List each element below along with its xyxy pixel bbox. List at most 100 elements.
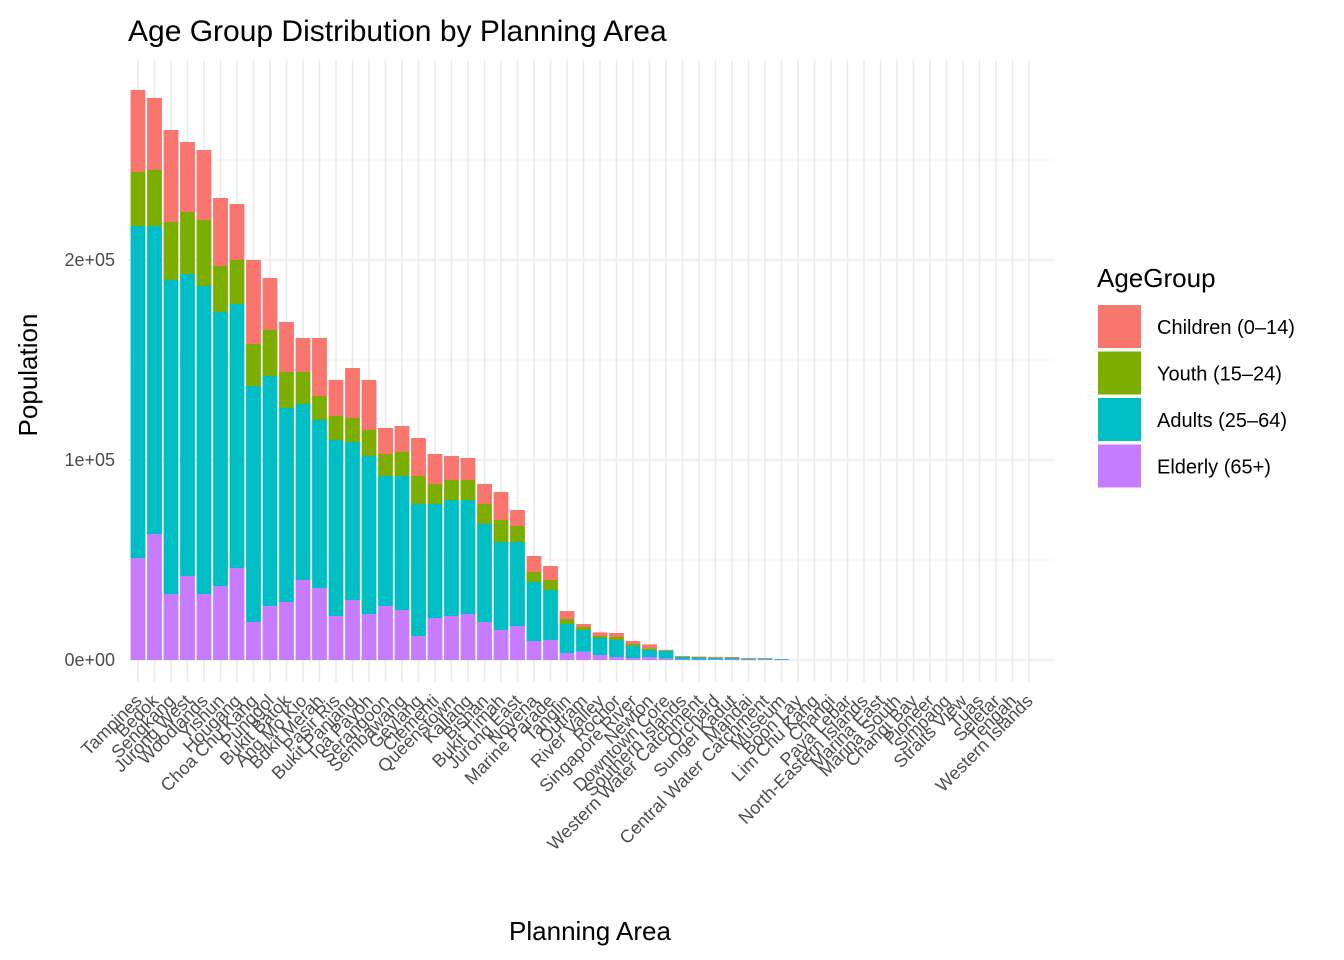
bar-jurong-west-youth-15-24 — [180, 212, 195, 274]
legend-title: AgeGroup — [1097, 263, 1216, 293]
legend-label-elderly-65: Elderly (65+) — [1157, 457, 1271, 479]
bar-bukit-timah-elderly-65 — [493, 630, 509, 660]
bar-southern-islands-youth-15-24 — [675, 656, 690, 658]
bar-central-water-catchment-adults-25-64 — [757, 658, 773, 660]
bar-novena-youth-15-24 — [526, 572, 542, 582]
bar-sembawang-adults-25-64 — [394, 476, 410, 610]
legend-key-children-0-14 — [1098, 305, 1141, 348]
legend-key-elderly-65 — [1098, 444, 1141, 488]
bar-newton-children-0-14 — [642, 644, 657, 649]
bar-queenstown-adults-25-64 — [444, 500, 459, 616]
bar-ang-mo-kio-children-0-14 — [295, 338, 311, 372]
bar-serangoon-adults-25-64 — [378, 476, 393, 606]
legend-label-children-0-14: Children (0–14) — [1157, 317, 1295, 339]
bar-rochor-adults-25-64 — [609, 640, 624, 657]
bar-punggol-elderly-65 — [262, 606, 278, 660]
bar-jurong-east-youth-15-24 — [510, 526, 525, 542]
bar-bukit-panjang-children-0-14 — [345, 368, 360, 418]
bar-southern-islands-children-0-14 — [675, 656, 690, 657]
bar-singapore-river-youth-15-24 — [625, 644, 641, 646]
bar-sungei-kadut-youth-15-24 — [724, 657, 740, 658]
bar-sembawang-children-0-14 — [394, 426, 410, 452]
bar-river-valley-youth-15-24 — [592, 636, 608, 638]
bar-museum-adults-25-64 — [774, 659, 789, 660]
bar-geylang-elderly-65 — [411, 636, 426, 660]
bar-newton-adults-25-64 — [642, 650, 657, 657]
bar-singapore-river-elderly-65 — [625, 658, 641, 660]
bar-rochor-elderly-65 — [609, 657, 624, 660]
bar-pasir-ris-youth-15-24 — [328, 416, 344, 440]
bar-kallang-adults-25-64 — [460, 500, 476, 614]
bar-kallang-elderly-65 — [460, 614, 476, 660]
bar-serangoon-elderly-65 — [378, 606, 393, 660]
bar-jurong-east-adults-25-64 — [510, 542, 525, 626]
bar-downtown-core-adults-25-64 — [658, 651, 674, 659]
bar-bukit-panjang-elderly-65 — [345, 600, 360, 660]
bar-marine-parade-youth-15-24 — [543, 580, 558, 590]
bar-jurong-west-children-0-14 — [180, 142, 195, 212]
y-tick-labels: 0e+00 1e+05 2e+05 — [64, 250, 115, 670]
bar-sengkang-elderly-65 — [163, 594, 179, 660]
bar-mandai-children-0-14 — [741, 658, 756, 659]
bar-novena-adults-25-64 — [526, 582, 542, 641]
bar-punggol-children-0-14 — [262, 278, 278, 330]
bar-clementi-youth-15-24 — [427, 484, 443, 504]
bar-bedok-children-0-14 — [147, 98, 162, 170]
bar-downtown-core-children-0-14 — [658, 649, 674, 651]
bar-pasir-ris-adults-25-64 — [328, 440, 344, 616]
y-axis-title: Population — [13, 314, 43, 437]
bar-bedok-youth-15-24 — [147, 170, 162, 226]
bar-sungei-kadut-elderly-65 — [724, 659, 740, 660]
bar-toa-payoh-elderly-65 — [361, 614, 377, 660]
bar-downtown-core-elderly-65 — [658, 658, 674, 660]
bar-river-valley-children-0-14 — [592, 632, 608, 636]
bar-downtown-core-youth-15-24 — [658, 650, 674, 651]
legend-label-youth-15-24: Youth (15–24) — [1157, 364, 1282, 386]
bar-bishan-adults-25-64 — [477, 524, 492, 622]
bar-pasir-ris-children-0-14 — [328, 380, 344, 416]
bar-southern-islands-adults-25-64 — [675, 657, 690, 660]
bar-central-water-catchment-elderly-65 — [757, 659, 773, 660]
bar-choa-chu-kang-elderly-65 — [246, 622, 261, 660]
bar-tampines-elderly-65 — [130, 558, 146, 660]
bar-choa-chu-kang-adults-25-64 — [246, 386, 261, 622]
bar-bukit-merah-children-0-14 — [312, 338, 327, 396]
bar-clementi-children-0-14 — [427, 454, 443, 484]
bar-clementi-adults-25-64 — [427, 504, 443, 618]
bar-ang-mo-kio-adults-25-64 — [295, 404, 311, 580]
bar-bukit-merah-youth-15-24 — [312, 396, 327, 420]
legend: AgeGroup Children (0–14) Youth (15–24) Adu… — [1097, 263, 1295, 488]
bar-singapore-river-children-0-14 — [625, 641, 641, 644]
bar-hougang-youth-15-24 — [229, 260, 245, 304]
bar-woodlands-children-0-14 — [196, 150, 212, 220]
bar-sengkang-adults-25-64 — [163, 280, 179, 594]
bar-river-valley-elderly-65 — [592, 655, 608, 660]
bar-pasir-ris-elderly-65 — [328, 616, 344, 660]
bar-sungei-kadut-adults-25-64 — [724, 657, 740, 660]
bar-geylang-children-0-14 — [411, 438, 426, 476]
bar-queenstown-elderly-65 — [444, 616, 459, 660]
bar-western-water-catchment-elderly-65 — [691, 659, 707, 661]
bar-toa-payoh-youth-15-24 — [361, 430, 377, 456]
bar-orchard-elderly-65 — [708, 659, 723, 660]
bar-bukit-batok-children-0-14 — [279, 322, 294, 372]
bar-geylang-youth-15-24 — [411, 476, 426, 504]
bar-bedok-elderly-65 — [147, 534, 162, 660]
bar-jurong-west-adults-25-64 — [180, 274, 195, 576]
bar-western-water-catchment-youth-15-24 — [691, 657, 707, 658]
bar-kallang-children-0-14 — [460, 458, 476, 480]
bar-punggol-youth-15-24 — [262, 330, 278, 376]
bar-tanglin-youth-15-24 — [559, 619, 575, 624]
bar-newton-youth-15-24 — [642, 648, 657, 650]
bar-sengkang-children-0-14 — [163, 130, 179, 222]
bar-novena-elderly-65 — [526, 641, 542, 660]
bar-choa-chu-kang-children-0-14 — [246, 260, 261, 344]
x-axis-title: Planning Area — [509, 916, 671, 946]
bar-clementi-elderly-65 — [427, 618, 443, 660]
bar-bukit-merah-adults-25-64 — [312, 420, 327, 588]
bar-ang-mo-kio-elderly-65 — [295, 580, 311, 660]
bar-tanglin-adults-25-64 — [559, 624, 575, 653]
bar-orchard-adults-25-64 — [708, 657, 723, 660]
